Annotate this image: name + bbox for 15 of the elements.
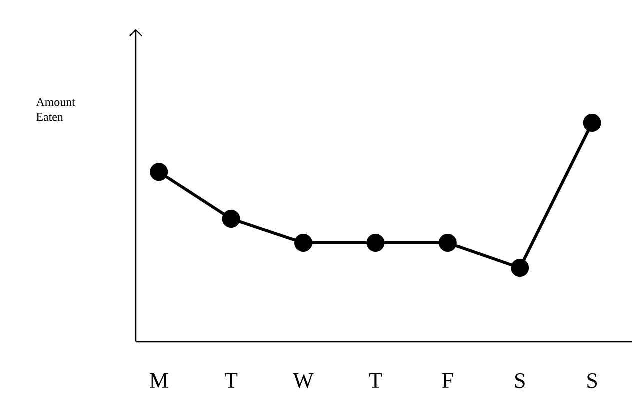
point xyxy=(366,234,385,252)
x-tick-label: T xyxy=(225,374,238,388)
point xyxy=(511,258,530,277)
x-tick-label: T xyxy=(369,374,382,388)
point xyxy=(438,234,457,252)
x-tick-label: F xyxy=(442,374,454,388)
point xyxy=(583,114,602,132)
x-tick-label: W xyxy=(293,374,314,388)
point xyxy=(222,210,240,228)
point xyxy=(294,234,313,252)
x-tick-label: S xyxy=(588,374,598,388)
x-tick-label: M xyxy=(150,374,168,388)
text: Amount Eaten xyxy=(36,98,76,122)
x-tick-label: S xyxy=(515,374,525,388)
point xyxy=(150,163,168,182)
